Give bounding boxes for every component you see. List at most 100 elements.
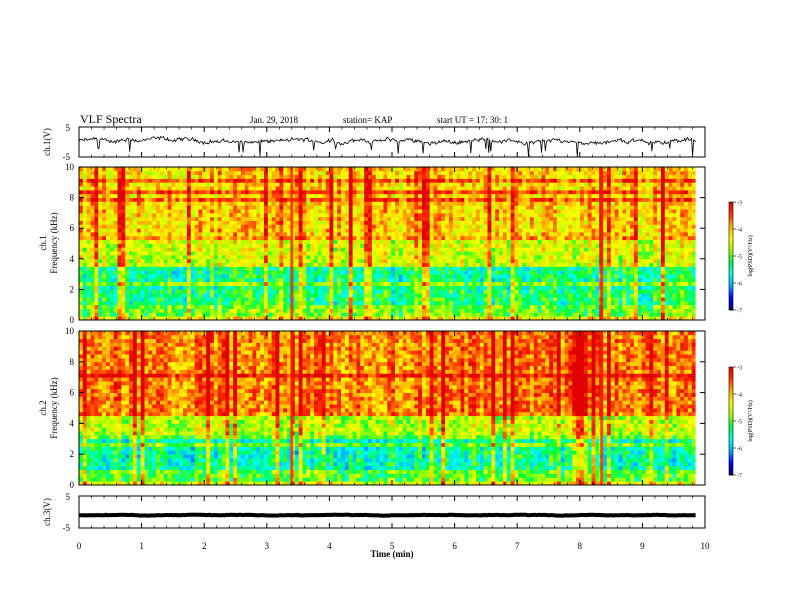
ch1-spectrogram-cell bbox=[356, 266, 361, 271]
ch1-spectrogram-cell bbox=[448, 239, 454, 244]
ch1-spectrogram-cell bbox=[148, 205, 153, 210]
ch1-spectrogram-cell bbox=[275, 254, 280, 260]
ch1-spectrogram-cell bbox=[333, 266, 338, 271]
ch1-spectrogram-cell bbox=[529, 281, 535, 286]
ch1-spectrogram-cell bbox=[371, 193, 377, 198]
ch1-spectrogram-cell bbox=[294, 274, 300, 279]
ch1-spectrogram-cell bbox=[244, 289, 249, 294]
ch1-spectrogram-cell bbox=[456, 201, 461, 206]
ch1-spectrogram-cell bbox=[472, 289, 477, 294]
ch1-spectrogram-cell bbox=[425, 258, 431, 264]
ch1-spectrogram-cell bbox=[244, 304, 249, 309]
ch1-spectrogram-cell bbox=[333, 228, 338, 233]
ch1-spectrogram-cell bbox=[132, 281, 138, 286]
ch1-spectrogram-cell bbox=[194, 239, 199, 244]
ch1-spectrogram-cell bbox=[190, 293, 196, 298]
ch1-spectrogram-cell bbox=[379, 293, 384, 298]
ch1-spectrogram-cell bbox=[159, 274, 165, 279]
ch1-spectrogram-cell bbox=[105, 285, 111, 290]
ch1-spectrogram-cell bbox=[252, 193, 257, 198]
ch1-spectrogram-cell bbox=[337, 178, 342, 183]
ch1-spectrogram-cell bbox=[263, 270, 269, 275]
ch1-spectrogram-cell bbox=[267, 262, 273, 267]
ch1-spectrogram-cell bbox=[341, 212, 346, 218]
ch1-spectrogram-cell bbox=[148, 274, 153, 279]
ch1-spectrogram-cell bbox=[475, 300, 481, 306]
ch1-spectrogram-cell bbox=[445, 243, 450, 248]
ch1-spectrogram-cell bbox=[267, 205, 273, 210]
ch1-spectrogram-cell bbox=[317, 212, 323, 218]
ch1-spectrogram-cell bbox=[479, 193, 485, 198]
ch1-spectrogram-cell bbox=[549, 293, 554, 298]
ch1-spectrogram-cell bbox=[491, 254, 496, 260]
ch1-spectrogram-cell bbox=[102, 251, 107, 256]
ch1-spectrogram-cell bbox=[183, 228, 188, 233]
ch1-spectrogram-cell bbox=[306, 235, 311, 241]
ch1-spectrogram-cell bbox=[152, 182, 157, 187]
ch1-spectrogram-cell bbox=[144, 308, 149, 313]
ch1-spectrogram-cell bbox=[448, 258, 454, 264]
ch1-spectrogram-cell bbox=[360, 182, 365, 187]
ch1-spectrogram-cell bbox=[298, 300, 303, 306]
ch1-spectrogram-cell bbox=[90, 220, 95, 225]
ch1-spectrogram-cell bbox=[263, 262, 269, 267]
ch1-spectrogram-cell bbox=[233, 297, 238, 302]
ch1-spectrogram-cell bbox=[541, 297, 546, 302]
ch1-spectrogram-cell bbox=[533, 247, 538, 252]
ch1-spectrogram-cell bbox=[352, 235, 357, 241]
ch1-spectrogram-cell bbox=[113, 239, 118, 244]
ch1-spectrogram-cell bbox=[418, 193, 423, 198]
ch1-spectrogram-cell bbox=[283, 277, 288, 283]
ch1-spectrogram-cell bbox=[314, 281, 319, 286]
ch1-spectrogram-cell bbox=[79, 201, 84, 206]
ch1-spectrogram-cell bbox=[533, 239, 538, 244]
ch1-spectrogram-cell bbox=[237, 251, 242, 256]
ch1-spectrogram-cell bbox=[448, 189, 454, 195]
ch1-spectrogram-cell bbox=[132, 243, 138, 248]
ch1-spectrogram-cell bbox=[479, 316, 485, 321]
ch1-spectrogram-cell bbox=[167, 189, 172, 195]
ch1-spectrogram-cell bbox=[186, 258, 192, 264]
ch1-spectrogram-cell bbox=[495, 247, 500, 252]
ch1-spectrogram-cell bbox=[244, 247, 249, 252]
ch1-spectrogram-cell bbox=[225, 243, 230, 248]
ch1-spectrogram-cell bbox=[302, 212, 307, 218]
ch1-spectrogram-cell bbox=[464, 277, 469, 283]
ch1-spectrogram-cell bbox=[206, 285, 211, 290]
ch1-spectrogram-cell bbox=[283, 247, 288, 252]
ch1-spectrogram-cell bbox=[395, 216, 400, 221]
ch1-spectrogram-cell bbox=[98, 316, 103, 321]
ch1-spectrogram-cell bbox=[302, 251, 307, 256]
ch1-spectrogram-cell bbox=[549, 289, 554, 294]
ch1-spectrogram-cell bbox=[125, 178, 130, 183]
ch1-spectrogram-cell bbox=[510, 285, 515, 290]
ch1-spectrogram-cell bbox=[275, 228, 280, 233]
ch1-spectrogram-cell bbox=[406, 239, 411, 244]
ch1-spectrogram-cell bbox=[287, 197, 292, 202]
ch1-spectrogram-cell bbox=[144, 277, 149, 283]
ch1-spectrogram-cell bbox=[94, 193, 99, 198]
ch1-spectrogram-cell bbox=[229, 235, 234, 241]
ch1-spectrogram-cell bbox=[549, 205, 554, 210]
ch1-spectrogram-cell bbox=[294, 285, 300, 290]
ch1-spectrogram-cell bbox=[483, 300, 488, 306]
ch1-spectrogram-cell bbox=[479, 197, 485, 202]
ch1-spectrogram-cell bbox=[472, 182, 477, 187]
ch1-spectrogram-cell bbox=[545, 297, 550, 302]
ch1-spectrogram-cell bbox=[541, 251, 546, 256]
ch1-spectrogram-cell bbox=[202, 262, 207, 267]
ch1-spectrogram-cell bbox=[360, 277, 365, 283]
ch1-spectrogram-cell bbox=[263, 209, 269, 214]
ch1-spectrogram-cell bbox=[198, 182, 203, 187]
ch1-spectrogram-cell bbox=[271, 274, 276, 279]
ch1-spectrogram-cell bbox=[499, 277, 504, 283]
ch1-spectrogram-cell bbox=[229, 178, 234, 183]
ch1-spectrogram-cell bbox=[190, 247, 196, 252]
ch1-spectrogram-cell bbox=[333, 289, 338, 294]
ch1-spectrogram-cell bbox=[117, 274, 122, 279]
ch1-spectrogram-cell bbox=[414, 270, 419, 275]
ch1-spectrogram-cell bbox=[275, 316, 280, 321]
ch1-spectrogram-cell bbox=[171, 258, 176, 264]
ch1-spectrogram-cell bbox=[167, 258, 172, 264]
ch1-spectrogram-cell bbox=[183, 193, 188, 198]
